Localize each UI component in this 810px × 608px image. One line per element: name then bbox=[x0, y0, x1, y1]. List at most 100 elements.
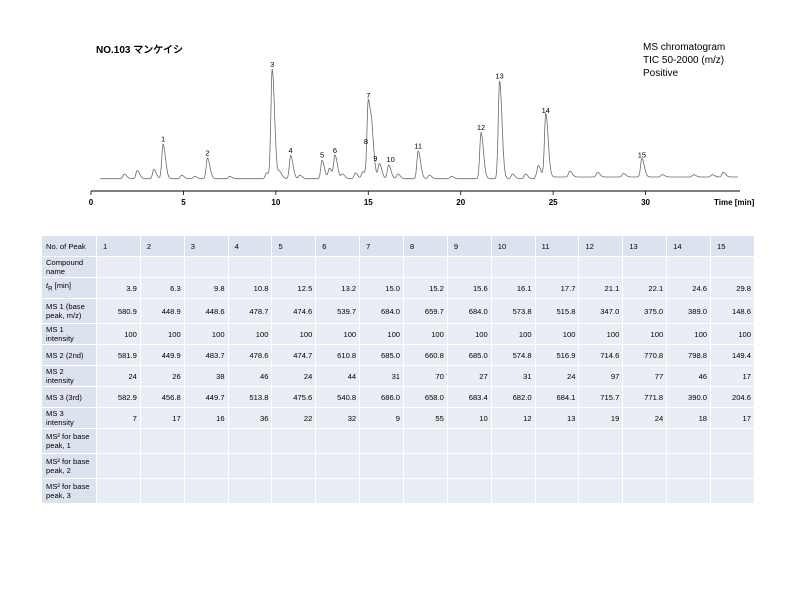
table-cell: 100 bbox=[315, 323, 361, 345]
table-cell bbox=[315, 478, 361, 504]
table-cell bbox=[490, 428, 536, 454]
table-cell: 97 bbox=[578, 365, 624, 387]
table-cell: 390.0 bbox=[666, 386, 712, 408]
table-cell bbox=[578, 453, 624, 479]
table-cell bbox=[534, 428, 580, 454]
table-cell: 22 bbox=[271, 407, 317, 429]
table-cell bbox=[271, 256, 317, 278]
peak-number: 11 bbox=[534, 235, 580, 257]
peak-label: 5 bbox=[320, 151, 324, 160]
x-tick-label: 30 bbox=[641, 198, 650, 207]
table-cell: 771.8 bbox=[622, 386, 668, 408]
table-cell bbox=[534, 256, 580, 278]
table-cell bbox=[710, 428, 755, 454]
table-cell: 516.9 bbox=[534, 344, 580, 366]
tic-trace bbox=[100, 68, 738, 180]
table-cell bbox=[666, 453, 712, 479]
table-cell bbox=[490, 453, 536, 479]
table-cell bbox=[227, 478, 273, 504]
table-cell bbox=[183, 256, 229, 278]
table-cell: 375.0 bbox=[622, 298, 668, 324]
table-row: MS² for base peak, 2 bbox=[41, 453, 755, 479]
table-cell: 798.8 bbox=[666, 344, 712, 366]
table-cell bbox=[359, 428, 405, 454]
table-cell: 100 bbox=[271, 323, 317, 345]
table-cell bbox=[139, 478, 185, 504]
peak-label: 9 bbox=[373, 154, 377, 163]
table-cell bbox=[534, 453, 580, 479]
table-cell bbox=[96, 256, 141, 278]
peak-number: 15 bbox=[710, 235, 755, 257]
table-cell: 24 bbox=[96, 365, 141, 387]
table-cell: 100 bbox=[534, 323, 580, 345]
table-cell: 21.1 bbox=[578, 277, 624, 299]
table-cell: 15.6 bbox=[446, 277, 492, 299]
chromatogram-info: MS chromatogram TIC 50-2000 (m/z) Positi… bbox=[643, 41, 725, 80]
table-cell: 24 bbox=[534, 365, 580, 387]
table-row: MS 3 (3rd) 582.9 456.8 449.7 513.8 475.6 540.8… bbox=[41, 386, 755, 408]
table-cell bbox=[403, 453, 448, 479]
table-cell: 448.9 bbox=[139, 298, 185, 324]
table-cell: 682.0 bbox=[490, 386, 536, 408]
table-cell: 658.0 bbox=[403, 386, 448, 408]
table-cell: 540.8 bbox=[315, 386, 361, 408]
table-cell: 770.8 bbox=[622, 344, 668, 366]
peak-number: 9 bbox=[446, 235, 492, 257]
peak-label: 6 bbox=[333, 146, 337, 155]
peak-label: 2 bbox=[205, 148, 209, 157]
peak-label: 8 bbox=[364, 137, 368, 146]
table-cell: 17 bbox=[139, 407, 185, 429]
table-cell bbox=[139, 428, 185, 454]
x-tick-label: 0 bbox=[89, 198, 94, 207]
peak-table: No. of Peak 1 2 3 4 5 6 7 8 9 10 11 12 13 14 15 Compound… bbox=[41, 235, 755, 504]
table-cell: 22.1 bbox=[622, 277, 668, 299]
table-cell bbox=[622, 428, 668, 454]
table-cell: 513.8 bbox=[227, 386, 273, 408]
table-cell bbox=[96, 478, 141, 504]
table-cell: 100 bbox=[710, 323, 755, 345]
table-cell: 26 bbox=[139, 365, 185, 387]
table-cell: 100 bbox=[622, 323, 668, 345]
peak-number: 8 bbox=[403, 235, 448, 257]
table-cell: 55 bbox=[403, 407, 448, 429]
table-cell bbox=[271, 453, 317, 479]
table-cell bbox=[446, 478, 492, 504]
header-label: No. of Peak bbox=[41, 235, 97, 257]
info-line-2: TIC 50-2000 (m/z) bbox=[643, 55, 725, 66]
table-row: MS² for base peak, 3 bbox=[41, 478, 755, 504]
table-cell: 46 bbox=[227, 365, 273, 387]
table-cell: 15.0 bbox=[359, 277, 405, 299]
table-row: MS² for base peak, 1 bbox=[41, 428, 755, 454]
row-label: MS 3 (3rd) bbox=[41, 386, 97, 408]
table-row: MS 2 (2nd) 581.9 449.9 483.7 478.6 474.7 610.8… bbox=[41, 344, 755, 366]
table-cell bbox=[710, 256, 755, 278]
row-label: MS² for base peak, 1 bbox=[41, 428, 97, 454]
row-label: Compound name bbox=[41, 256, 97, 278]
table-cell: 515.8 bbox=[534, 298, 580, 324]
table-cell bbox=[490, 478, 536, 504]
table-cell bbox=[666, 256, 712, 278]
peak-label: 7 bbox=[366, 91, 370, 100]
table-cell: 149.4 bbox=[710, 344, 755, 366]
table-cell: 24.6 bbox=[666, 277, 712, 299]
table-cell: 684.0 bbox=[359, 298, 405, 324]
table-cell bbox=[315, 428, 361, 454]
table-cell bbox=[227, 428, 273, 454]
table-cell bbox=[666, 428, 712, 454]
row-label: MS² for base peak, 2 bbox=[41, 453, 97, 479]
table-cell: 347.0 bbox=[578, 298, 624, 324]
x-axis-label: Time [min] bbox=[714, 198, 755, 207]
table-cell: 100 bbox=[183, 323, 229, 345]
table-cell: 100 bbox=[96, 323, 141, 345]
row-label: MS 1 intensity bbox=[41, 323, 97, 345]
table-cell bbox=[622, 256, 668, 278]
table-cell bbox=[446, 256, 492, 278]
table-cell bbox=[403, 256, 448, 278]
peak-label: 11 bbox=[414, 141, 422, 150]
table-cell: 7 bbox=[96, 407, 141, 429]
table-cell bbox=[315, 453, 361, 479]
table-cell: 573.8 bbox=[490, 298, 536, 324]
peak-label: 13 bbox=[495, 71, 503, 80]
table-cell: 580.9 bbox=[96, 298, 141, 324]
